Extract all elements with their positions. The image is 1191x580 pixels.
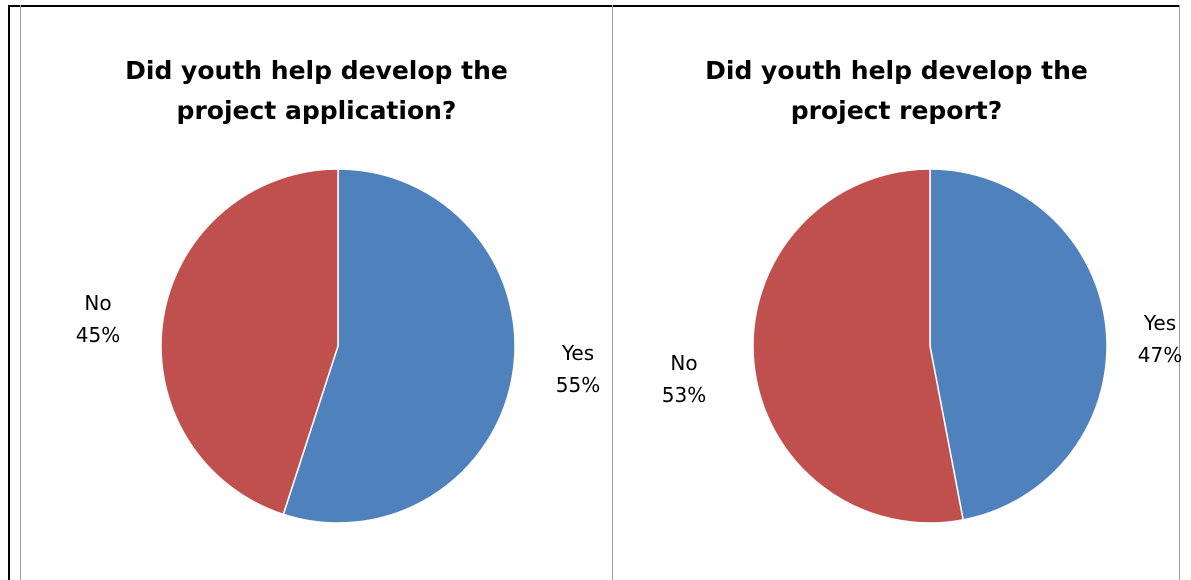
chart-title-report: Did youth help develop the project repor… <box>613 51 1180 131</box>
table-left-border-outer <box>8 5 10 580</box>
slice-label-yes: Yes 55% <box>556 341 600 397</box>
chart-title-application: Did youth help develop the project appli… <box>21 51 612 131</box>
chart-cell-report: Did youth help develop the project repor… <box>613 6 1182 580</box>
slice-label-percent: 47% <box>1138 343 1182 367</box>
chart-title-line-1: Did youth help develop the <box>125 56 508 85</box>
chart-title-line-1: Did youth help develop the <box>705 56 1088 85</box>
table-right-border <box>1179 5 1180 580</box>
slice-label-category: Yes <box>1143 311 1176 335</box>
table-top-border <box>8 5 1180 7</box>
slice-label-category: Yes <box>561 341 594 365</box>
chart-title-line-2: project report? <box>790 96 1003 125</box>
pie-slice-yes <box>282 168 516 524</box>
slice-label-category: No <box>670 351 697 375</box>
pie-slice-no <box>752 168 965 524</box>
slice-label-yes: Yes 47% <box>1138 311 1182 367</box>
slice-label-percent: 55% <box>556 373 600 397</box>
table-middle-divider <box>612 5 613 580</box>
slice-label-category: No <box>84 291 111 315</box>
slice-label-no: No 53% <box>662 351 706 407</box>
pie-slice-yes <box>929 168 1108 521</box>
slice-label-no: No 45% <box>76 291 120 347</box>
table-left-border-inner <box>20 5 21 580</box>
slice-label-percent: 45% <box>76 323 120 347</box>
chart-cell-application: Did youth help develop the project appli… <box>21 6 612 580</box>
chart-title-line-2: project application? <box>176 96 457 125</box>
pie-slice-no <box>160 168 339 516</box>
slice-label-percent: 53% <box>662 383 706 407</box>
pie-chart-report: Yes 47% No 53% <box>662 168 1182 524</box>
pie-chart-application: Yes 55% No 45% <box>76 168 600 524</box>
